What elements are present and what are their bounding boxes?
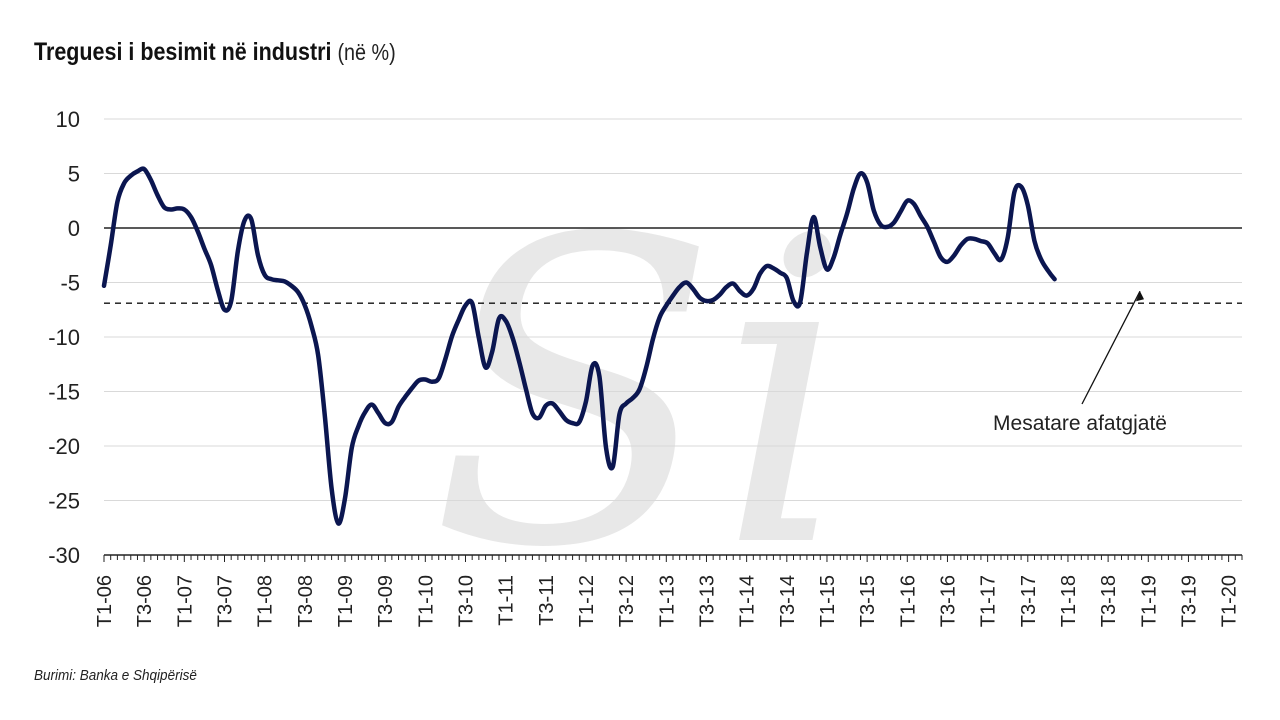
x-tick-label: T1-12 — [576, 575, 598, 627]
y-tick-label: -30 — [48, 543, 80, 568]
x-tick-label: T1-06 — [94, 575, 116, 627]
y-tick-label: -5 — [60, 271, 80, 296]
x-tick-label: T1-07 — [174, 575, 196, 627]
y-tick-label: -15 — [48, 380, 80, 405]
x-tick-label: T3-11 — [536, 575, 558, 626]
x-tick-label: T1-10 — [415, 575, 437, 627]
x-tick-label: T3-13 — [696, 575, 718, 627]
series-line-confidence-indicator — [101, 166, 1057, 526]
x-tick-label: T3-06 — [134, 575, 156, 627]
x-tick-label: T3-14 — [777, 575, 799, 627]
y-tick-label: 0 — [68, 216, 80, 241]
y-tick-label: -25 — [48, 489, 80, 514]
annotation-arrowhead — [1136, 291, 1144, 302]
x-tick-label: T3-15 — [857, 575, 879, 627]
x-tick-label: T3-10 — [455, 575, 477, 627]
chart-title: Treguesi i besimit në industri (në %) — [34, 38, 396, 67]
y-tick-label: 5 — [68, 162, 80, 187]
chart-title-unit: (në %) — [337, 39, 396, 65]
y-tick-label: -10 — [48, 325, 80, 350]
x-tick-label: T1-18 — [1058, 575, 1080, 627]
x-tick-label: T3-17 — [1018, 575, 1040, 627]
x-tick-label: T1-16 — [897, 575, 919, 627]
x-tick-label: T1-09 — [335, 575, 357, 627]
x-tick-label: T3-08 — [295, 575, 317, 627]
x-tick-label: T1-08 — [255, 575, 277, 627]
x-tick-label: T1-20 — [1219, 575, 1241, 627]
x-tick-label: T1-15 — [817, 575, 839, 627]
x-tick-label: T3-19 — [1178, 575, 1200, 627]
x-tick-label: T1-13 — [656, 575, 678, 627]
y-tick-label: -20 — [48, 434, 80, 459]
annotation-label: Mesatare afatgjatë — [993, 412, 1167, 435]
x-tick-label: T1-11 — [496, 575, 518, 626]
x-tick-label: T1-14 — [737, 575, 759, 627]
x-tick-label: T3-18 — [1098, 575, 1120, 627]
y-tick-label: 10 — [56, 107, 80, 132]
annotation-arrow — [1081, 290, 1141, 405]
x-tick-label: T3-07 — [214, 575, 236, 627]
x-tick-label: T3-16 — [937, 575, 959, 627]
x-tick-label: T3-12 — [616, 575, 638, 627]
x-tick-label: T1-19 — [1138, 575, 1160, 627]
x-tick-label: T3-09 — [375, 575, 397, 627]
x-tick-label: T1-17 — [978, 575, 1000, 627]
watermark-logo: Si — [430, 151, 852, 640]
chart-title-main: Treguesi i besimit në industri — [34, 38, 332, 66]
source-note: Burimi: Banka e Shqipërisë — [34, 667, 197, 684]
